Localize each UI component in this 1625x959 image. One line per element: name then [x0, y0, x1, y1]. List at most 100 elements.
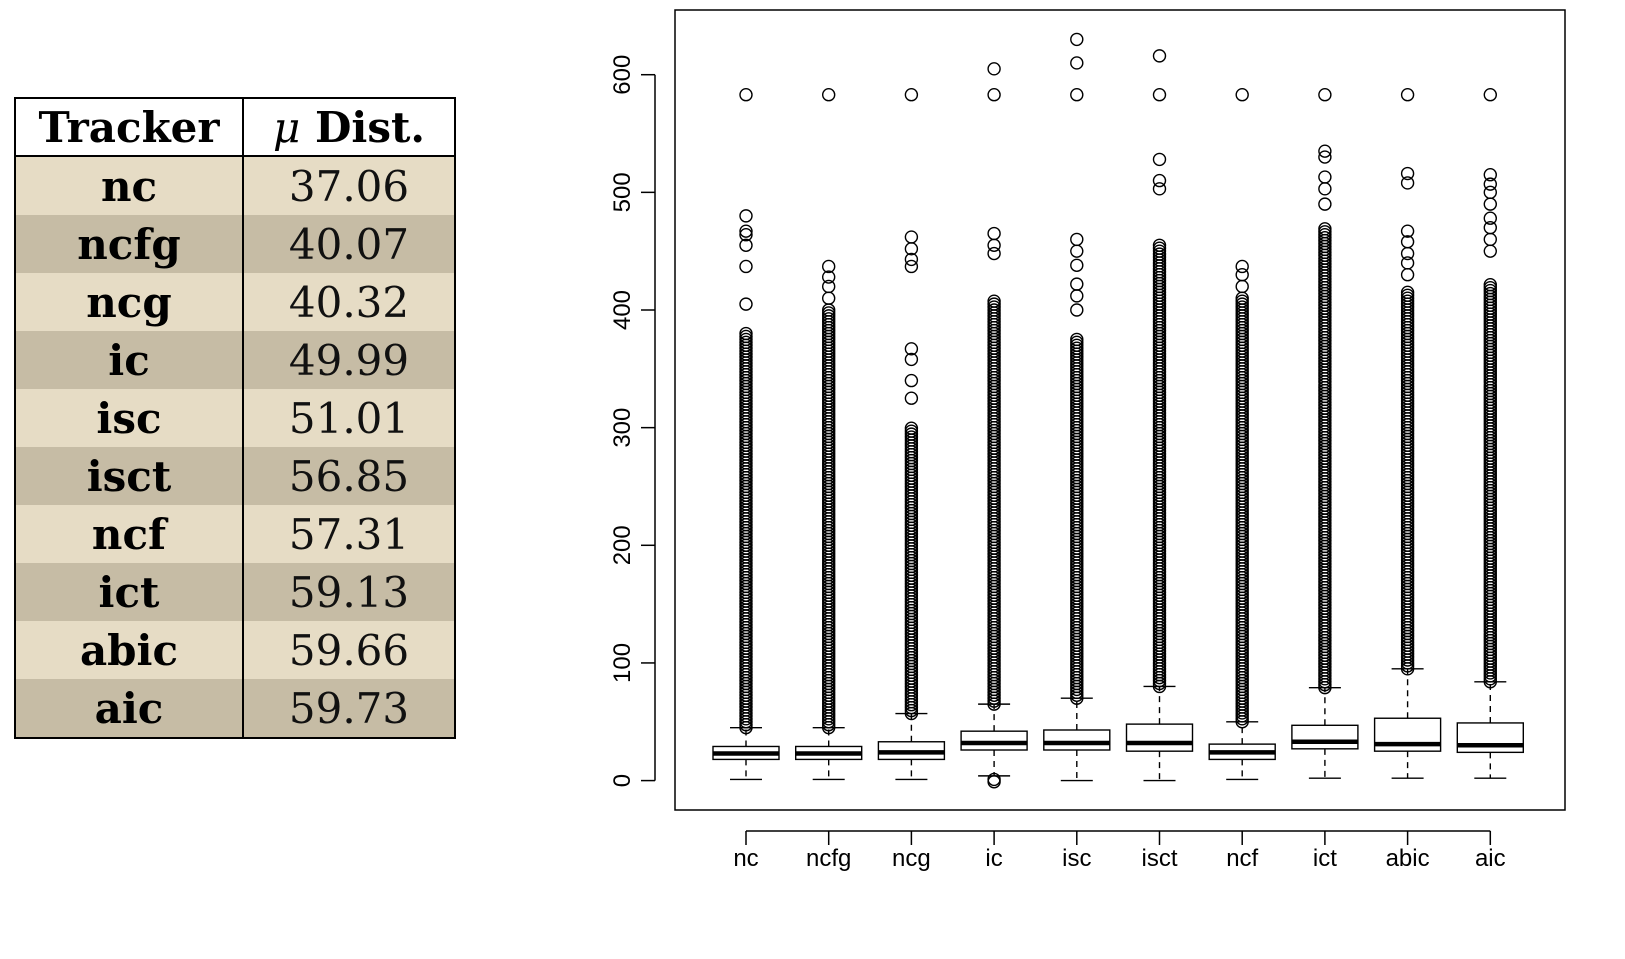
outlier-point	[1318, 197, 1332, 211]
outlier-point	[1235, 268, 1249, 282]
dist-cell: 40.32	[242, 273, 455, 331]
x-tick-label: ncfg	[806, 845, 851, 872]
x-tick-label: ncg	[892, 845, 931, 872]
tracker-cell: ncf	[15, 505, 243, 563]
outlier-point	[1070, 56, 1084, 70]
outlier-point	[904, 259, 919, 274]
outlier-point	[1483, 168, 1498, 182]
outlier-point	[1400, 166, 1415, 181]
outlier-point	[739, 259, 753, 274]
outlier-point	[1400, 88, 1415, 102]
outlier-point	[739, 209, 753, 223]
outlier-point	[1070, 289, 1084, 303]
outlier-point	[1318, 222, 1332, 236]
tracker-cell: isc	[15, 389, 243, 447]
outlier-point	[1235, 88, 1249, 102]
outlier-point	[904, 352, 919, 367]
outlier-point	[904, 88, 919, 102]
table-row: ncf 57.31	[15, 505, 455, 563]
y-tick-label: 600	[609, 55, 636, 95]
tracker-cell: ict	[15, 563, 243, 621]
outlier-point	[904, 421, 919, 435]
outlier-point	[1235, 279, 1249, 294]
outlier-point	[1152, 88, 1167, 102]
x-tick-label: nc	[733, 845, 758, 872]
outlier-point	[1070, 258, 1084, 272]
outlier-point	[822, 88, 836, 102]
x-tick-label: ic	[985, 845, 1002, 872]
outlier-point	[739, 326, 753, 341]
outlier-point	[1483, 278, 1498, 292]
table-row: ncfg 40.07	[15, 215, 455, 273]
outlier-point	[1152, 173, 1167, 188]
table-row: abic 59.66	[15, 621, 455, 679]
outlier-point	[822, 270, 836, 284]
tracker-cell: ncg	[15, 273, 243, 331]
tracker-cell: ncfg	[15, 215, 243, 273]
results-table: Tracker μ Dist. nc 37.06 ncfg 40.07 ncg 40.…	[14, 97, 456, 739]
y-tick-label: 500	[609, 172, 636, 212]
x-tick-label: ncf	[1226, 845, 1258, 872]
box-iqr	[1291, 724, 1359, 750]
outlier-point	[1318, 182, 1332, 196]
table-row: ic 49.99	[15, 331, 455, 389]
outlier-point	[904, 252, 919, 267]
outlier-point	[739, 238, 753, 252]
table-row: isc 51.01	[15, 389, 455, 447]
outlier-point	[1152, 49, 1167, 63]
dist-cell: 37.06	[242, 156, 455, 215]
table-header-row: Tracker μ Dist.	[15, 98, 455, 157]
box-iqr	[1125, 723, 1194, 752]
box-iqr	[1456, 722, 1525, 754]
plot-frame	[674, 9, 1566, 811]
outlier-point	[739, 224, 753, 238]
tracker-cell: ic	[15, 331, 243, 389]
outlier-point	[1483, 177, 1498, 191]
outlier-point	[1483, 185, 1498, 200]
outlier-point	[1483, 232, 1498, 247]
outlier-point	[904, 391, 919, 405]
outlier-point	[739, 297, 753, 311]
outlier-point	[1318, 170, 1332, 184]
table-row: ict 59.13	[15, 563, 455, 621]
outlier-point	[1318, 88, 1332, 102]
table-row: nc 37.06	[15, 156, 455, 215]
outlier-point	[987, 62, 1001, 76]
outlier-point	[1070, 332, 1084, 347]
outlier-point	[904, 342, 919, 356]
box-iqr	[960, 730, 1028, 751]
tracker-cell: nc	[15, 156, 243, 215]
dist-cell: 59.73	[242, 679, 455, 738]
outlier-point	[1400, 256, 1415, 270]
outlier-point	[987, 294, 1001, 308]
outlier-point	[904, 373, 919, 388]
outlier-point	[1400, 285, 1415, 300]
outlier-point	[1483, 211, 1498, 225]
outlier-point	[1483, 88, 1498, 102]
outlier-point	[987, 88, 1001, 102]
dist-cell: 57.31	[242, 505, 455, 563]
outlier-point	[739, 228, 753, 242]
outlier-point	[1483, 244, 1498, 258]
outlier-point	[1070, 32, 1084, 47]
table-row: aic 59.73	[15, 679, 455, 738]
outlier-point	[1483, 220, 1498, 235]
header-dist-label: Dist.	[314, 102, 425, 152]
outlier-point	[1483, 197, 1498, 211]
outlier-point	[1318, 150, 1332, 164]
dist-cell: 59.13	[242, 563, 455, 621]
dist-cell: 40.07	[242, 215, 455, 273]
outlier-point	[822, 279, 836, 294]
y-tick-label: 200	[609, 525, 636, 565]
x-tick-label: aic	[1475, 845, 1506, 872]
x-tick-label: isc	[1062, 845, 1091, 872]
box-iqr	[1043, 729, 1111, 751]
outlier-point	[739, 88, 753, 102]
outlier-point	[1070, 88, 1084, 102]
outlier-point	[987, 226, 1001, 241]
outlier-point	[1070, 303, 1084, 317]
outlier-point	[1235, 259, 1249, 274]
outlier-point	[987, 246, 1001, 261]
outlier-point	[1400, 176, 1415, 190]
